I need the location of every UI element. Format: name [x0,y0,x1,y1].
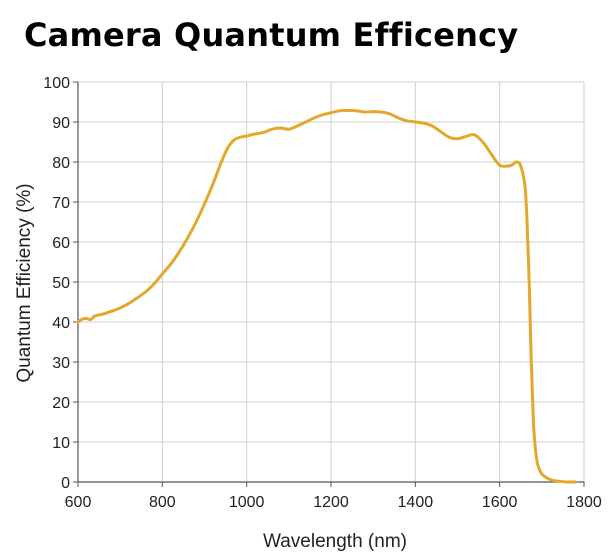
y-axis-title: Quantum Efficiency (%) [14,183,35,382]
y-tick-label: 10 [52,435,70,452]
x-tick-label: 800 [149,494,176,511]
y-tick-label: 100 [43,75,70,92]
y-tick-label: 90 [52,115,70,132]
x-tick-label: 1000 [229,494,265,511]
y-tick-label: 60 [52,235,70,252]
chart-title: Camera Quantum Efficency [24,16,519,54]
x-tick-label: 1800 [566,494,602,511]
y-tick-label: 30 [52,355,70,372]
x-tick-labels: 600 800 1000 1200 1400 1600 1800 [65,494,602,511]
y-tick-label: 20 [52,395,70,412]
y-tick-label: 40 [52,315,70,332]
y-tick-label: 80 [52,155,70,172]
y-tick-labels: 0 10 20 30 40 50 60 70 80 90 100 [43,75,70,492]
grid [77,81,585,483]
series-group [76,108,578,484]
x-tick-label: 1400 [398,494,434,511]
y-tick-label: 0 [61,475,70,492]
series-line [76,108,578,484]
x-tick-label: 600 [65,494,92,511]
y-tick-label: 70 [52,195,70,212]
x-tick-label: 1600 [482,494,518,511]
x-tick-label: 1200 [313,494,349,511]
x-axis-title: Wavelength (nm) [263,531,407,552]
y-tick-label: 50 [52,275,70,292]
